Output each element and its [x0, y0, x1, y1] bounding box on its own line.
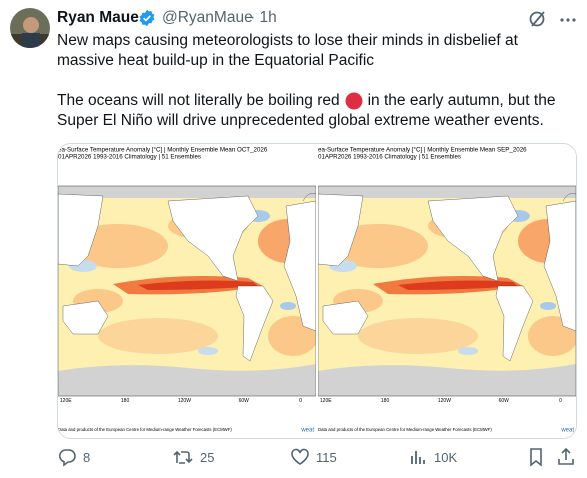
map-title: ea-Surface Temperature Anomaly [°C] | Mo… — [58, 147, 268, 154]
sst-map — [58, 186, 316, 396]
logo: weat — [300, 428, 314, 434]
lon-label: 120E — [60, 398, 72, 404]
lon-label: 120W — [438, 398, 451, 404]
lon-label: 120E — [320, 398, 332, 404]
avatar[interactable] — [10, 8, 50, 48]
lon-label: 60W — [239, 398, 250, 404]
map-subtitle: 01APR2026 1993-2016 Climatology | 51 Ens… — [318, 154, 461, 161]
reply-button[interactable]: 8 — [57, 447, 90, 467]
repost-icon — [173, 450, 193, 464]
post-text-line: The oceans will not literally be boiling… — [57, 91, 555, 111]
author-name[interactable]: Ryan Maue — [57, 9, 139, 26]
author-handle[interactable]: @RyanMaue — [162, 9, 253, 26]
view-count: 10K — [434, 449, 458, 465]
post-text: New maps causing meteorologists to lose … — [57, 32, 518, 49]
bookmark-icon[interactable] — [526, 447, 546, 467]
map-panel[interactable]: ea-Surface Temperature Anomaly [°C] | Mo… — [58, 144, 316, 438]
map-frame — [318, 185, 576, 397]
sst-map — [318, 186, 576, 396]
lon-label: 180 — [381, 398, 390, 404]
post-text: Super El Niño will drive unprecedented g… — [57, 112, 544, 129]
media-container[interactable]: ea-Surface Temperature Anomaly [°C] | Mo… — [57, 143, 577, 439]
credit: Data and products of the European Centre… — [58, 427, 232, 432]
map-frame — [58, 185, 316, 397]
like-button[interactable]: 115 — [290, 447, 337, 467]
more-icon[interactable] — [558, 10, 578, 30]
lon-label: 0 — [559, 398, 562, 404]
repost-count: 25 — [200, 449, 215, 465]
logo: weat — [560, 428, 574, 434]
views-button[interactable]: 10K — [408, 447, 457, 467]
post-text: in the early autumn, but the — [367, 92, 556, 109]
lon-label: 0 — [299, 398, 302, 404]
like-count: 115 — [316, 449, 337, 465]
reply-icon — [58, 449, 76, 467]
post-time[interactable]: · 1h — [250, 9, 277, 26]
map-subtitle: 01APR2026 1993-2016 Climatology | 51 Ens… — [58, 154, 201, 161]
views-icon — [411, 451, 425, 464]
grok-icon[interactable] — [528, 9, 548, 29]
map-title: ea-Surface Temperature Anomaly [°C] | Mo… — [318, 147, 527, 154]
red-circle-emoji — [345, 92, 363, 110]
verified-badge — [139, 9, 155, 27]
repost-button[interactable]: 25 — [172, 447, 214, 467]
lon-label: 180 — [121, 398, 130, 404]
credit: Data and products of the European Centre… — [318, 427, 492, 432]
like-icon — [291, 448, 309, 465]
share-icon[interactable] — [556, 447, 576, 467]
lon-label: 60W — [499, 398, 510, 404]
post-text: massive heat build-up in the Equatorial … — [57, 52, 375, 69]
post-text: The oceans will not literally be boiling… — [57, 92, 340, 109]
map-panel[interactable]: ea-Surface Temperature Anomaly [°C] | Mo… — [318, 144, 576, 438]
reply-count: 8 — [83, 449, 91, 465]
lon-label: 120W — [178, 398, 191, 404]
